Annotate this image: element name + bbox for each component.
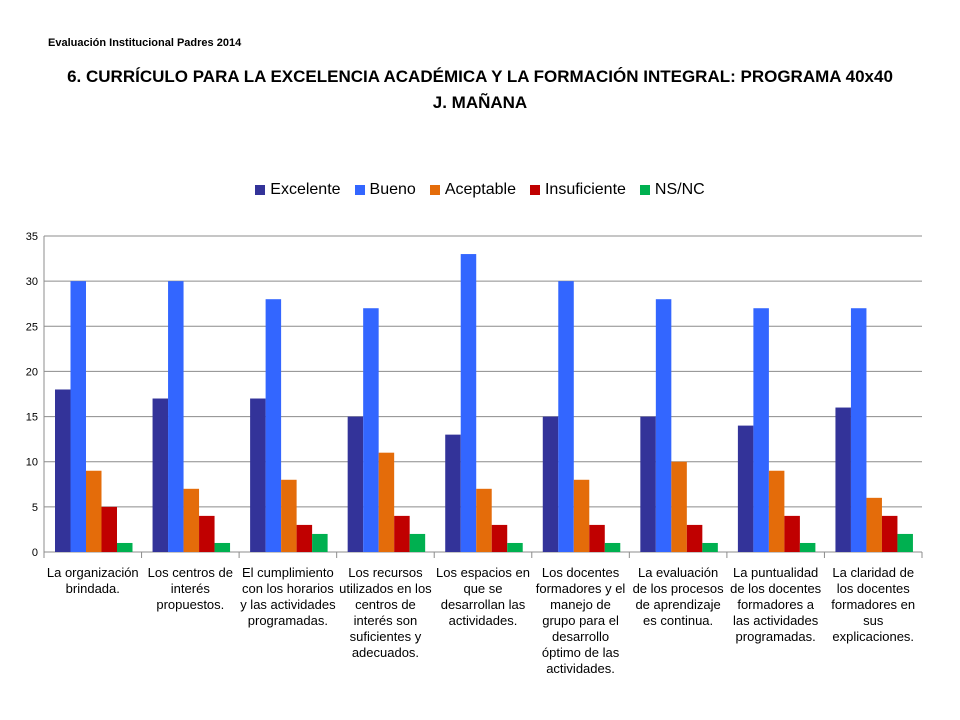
bar-ns-nc [507, 542, 523, 552]
legend-label: Excelente [270, 181, 341, 198]
legend-label: NS/NC [654, 181, 705, 198]
bar-bueno [655, 299, 672, 552]
chart-title-line2: J. MAÑANA [432, 93, 528, 112]
bar-ns-nc [312, 533, 328, 552]
chart-title: 6. CURRÍCULO PARA LA EXCELENCIA ACADÉMIC… [20, 64, 940, 116]
legend-item: Insuficiente [529, 181, 626, 199]
legend-label: Insuficiente [544, 181, 626, 198]
bar-insuficiente [101, 506, 117, 552]
chart-legend: Excelente Bueno Aceptable Insuficiente NS/NC [0, 181, 960, 199]
y-tick-label: 0 [32, 547, 38, 559]
legend-item: Aceptable [429, 181, 516, 199]
bar-bueno [460, 254, 477, 553]
bar-aceptable [866, 497, 882, 552]
legend-swatch [255, 185, 266, 195]
x-category-label: La evaluación de los procesos de aprendi… [632, 565, 724, 628]
bar-ns-nc [897, 533, 913, 552]
bar-bueno [70, 281, 86, 552]
bar-bueno [168, 281, 184, 552]
y-tick-label: 20 [26, 366, 38, 378]
bar-ns-nc [117, 542, 133, 552]
x-category-label: Los centros de interés propuestos. [147, 565, 233, 612]
x-category-label: Los espacios en que se desarrollan las a… [436, 565, 530, 628]
bar-insuficiente [784, 515, 800, 552]
y-tick-label: 30 [26, 276, 38, 288]
legend-swatch [429, 185, 440, 195]
bar-ns-nc [409, 533, 426, 552]
bar-aceptable [281, 479, 297, 552]
x-category-label: La organización brindada. [46, 565, 139, 596]
bar-excelente [737, 425, 754, 552]
legend-item: Excelente [255, 181, 341, 199]
bar-insuficiente [199, 515, 215, 552]
bar-excelente [250, 398, 266, 552]
bar-excelente [347, 416, 364, 552]
bar-ns-nc [214, 542, 231, 552]
bar-insuficiente [881, 515, 898, 552]
bar-insuficiente [296, 524, 313, 552]
bar-excelente [152, 398, 169, 552]
bar-insuficiente [491, 524, 508, 552]
y-tick-label: 10 [26, 457, 38, 469]
bar-insuficiente [394, 515, 410, 552]
bar-excelente [835, 407, 851, 552]
bar-bueno [753, 308, 769, 552]
bar-excelente [55, 389, 71, 552]
bar-excelente [445, 434, 461, 552]
bar-aceptable [86, 470, 102, 552]
bar-ns-nc [799, 542, 816, 552]
legend-item: Bueno [354, 181, 416, 199]
bar-bueno [558, 281, 574, 552]
bar-aceptable [378, 452, 395, 552]
bar-insuficiente [589, 524, 605, 552]
bar-aceptable [768, 470, 785, 552]
legend-swatch [529, 185, 540, 195]
legend-item: NS/NC [639, 181, 705, 199]
bar-aceptable [671, 461, 687, 552]
bar-insuficiente [686, 524, 703, 552]
report-subtitle: Evaluación Institucional Padres 2014 [48, 37, 242, 49]
x-category-label: La claridad de los docentes formadores e… [831, 565, 916, 644]
legend-swatch [639, 185, 650, 195]
legend-label: Bueno [369, 181, 416, 198]
y-tick-label: 35 [26, 231, 38, 243]
legend-swatch [354, 185, 365, 195]
legend-label: Aceptable [444, 181, 516, 198]
bar-bueno [850, 308, 867, 552]
bar-ns-nc [604, 542, 621, 552]
y-tick-label: 5 [32, 502, 38, 514]
y-tick-label: 15 [26, 412, 38, 424]
bar-bueno [265, 299, 282, 552]
x-category-label: La puntualidad de los docentes formadore… [730, 565, 822, 644]
bar-bueno [363, 308, 379, 552]
x-category-label: Los docentes formadores y el manejo de g… [535, 565, 626, 676]
bar-excelente [640, 416, 656, 552]
chart-title-line1: 6. CURRÍCULO PARA LA EXCELENCIA ACADÉMIC… [67, 67, 893, 86]
bar-aceptable [476, 488, 492, 552]
bar-excelente [542, 416, 559, 552]
bar-aceptable [573, 479, 590, 552]
bar-ns-nc [702, 542, 718, 552]
x-category-label: Los recursos utilizados en los centros d… [339, 565, 432, 660]
bar-aceptable [183, 488, 200, 552]
y-tick-label: 25 [26, 321, 38, 333]
x-category-label: El cumplimiento con los horarios y las a… [240, 565, 336, 628]
